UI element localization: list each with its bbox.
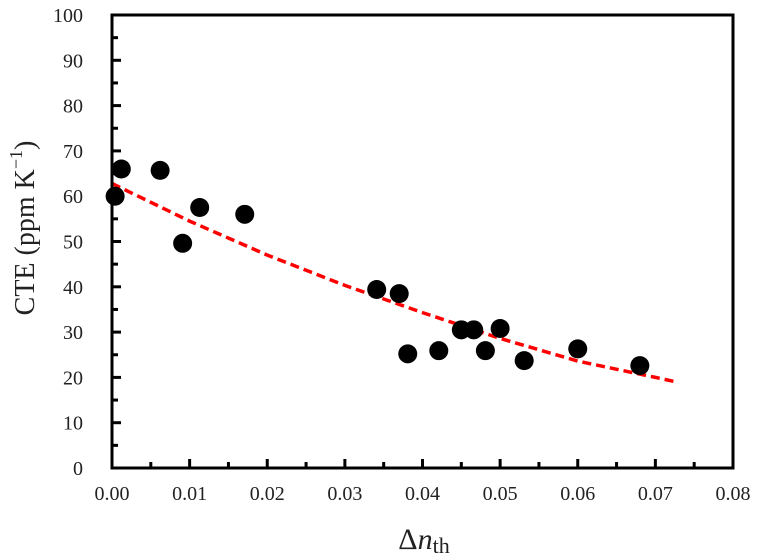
data-points bbox=[105, 159, 650, 376]
fit-trend-line bbox=[111, 181, 677, 384]
x-tick-label: 0.06 bbox=[560, 483, 595, 505]
y-tick-label: 40 bbox=[63, 277, 83, 299]
fit-line bbox=[111, 181, 677, 384]
axis-ticks bbox=[110, 13, 735, 470]
y-tick-label: 100 bbox=[53, 5, 83, 27]
y-tick-labels: 0 10 20 30 40 50 60 70 80 90 100 bbox=[53, 5, 83, 480]
data-point bbox=[464, 320, 484, 340]
y-tick-label: 80 bbox=[63, 96, 83, 118]
data-point bbox=[105, 186, 125, 206]
x-tick-label: 0.01 bbox=[172, 483, 207, 505]
y-tick-label: 30 bbox=[63, 322, 83, 344]
data-point bbox=[111, 159, 131, 179]
data-point bbox=[398, 344, 418, 364]
y-tick-label: 90 bbox=[63, 50, 83, 72]
x-axis-label: Δnth bbox=[398, 523, 449, 556]
data-point bbox=[490, 318, 510, 338]
data-point bbox=[235, 204, 255, 224]
data-point bbox=[389, 284, 409, 304]
y-tick-label: 10 bbox=[63, 413, 83, 435]
data-point bbox=[514, 351, 534, 371]
data-point bbox=[150, 160, 170, 180]
y-tick-label: 70 bbox=[63, 141, 83, 163]
x-tick-label: 0.08 bbox=[716, 483, 751, 505]
x-tick-label: 0.03 bbox=[327, 483, 362, 505]
data-point bbox=[475, 341, 495, 361]
x-tick-label: 0.07 bbox=[638, 483, 673, 505]
y-label-superscript: −1 bbox=[6, 150, 26, 169]
x-tick-label: 0.02 bbox=[250, 483, 285, 505]
data-point bbox=[568, 339, 588, 359]
y-axis-title: CTE (ppm K−1) bbox=[6, 141, 41, 316]
x-tick-label: 0.00 bbox=[95, 483, 130, 505]
x-label-italic: n bbox=[418, 523, 433, 556]
x-tick-labels: 0.00 0.01 0.02 0.03 0.04 0.05 0.06 0.07 0.08 bbox=[95, 483, 751, 505]
x-tick-label: 0.04 bbox=[405, 483, 440, 505]
y-tick-label: 0 bbox=[73, 458, 83, 480]
plot-frame bbox=[110, 13, 735, 470]
y-tick-label: 50 bbox=[63, 232, 83, 254]
y-tick-label: 20 bbox=[63, 367, 83, 389]
y-tick-label: 60 bbox=[63, 186, 83, 208]
data-point bbox=[429, 341, 449, 361]
data-point bbox=[173, 233, 193, 253]
x-axis-title: Δnth bbox=[398, 523, 449, 556]
data-point bbox=[630, 356, 650, 376]
y-axis-label: CTE (ppm K−1) bbox=[6, 141, 41, 316]
data-point bbox=[367, 280, 387, 300]
data-point bbox=[190, 198, 210, 218]
x-tick-label: 0.05 bbox=[483, 483, 518, 505]
y-label-close: ) bbox=[10, 141, 41, 150]
x-label-subscript: th bbox=[433, 533, 450, 556]
